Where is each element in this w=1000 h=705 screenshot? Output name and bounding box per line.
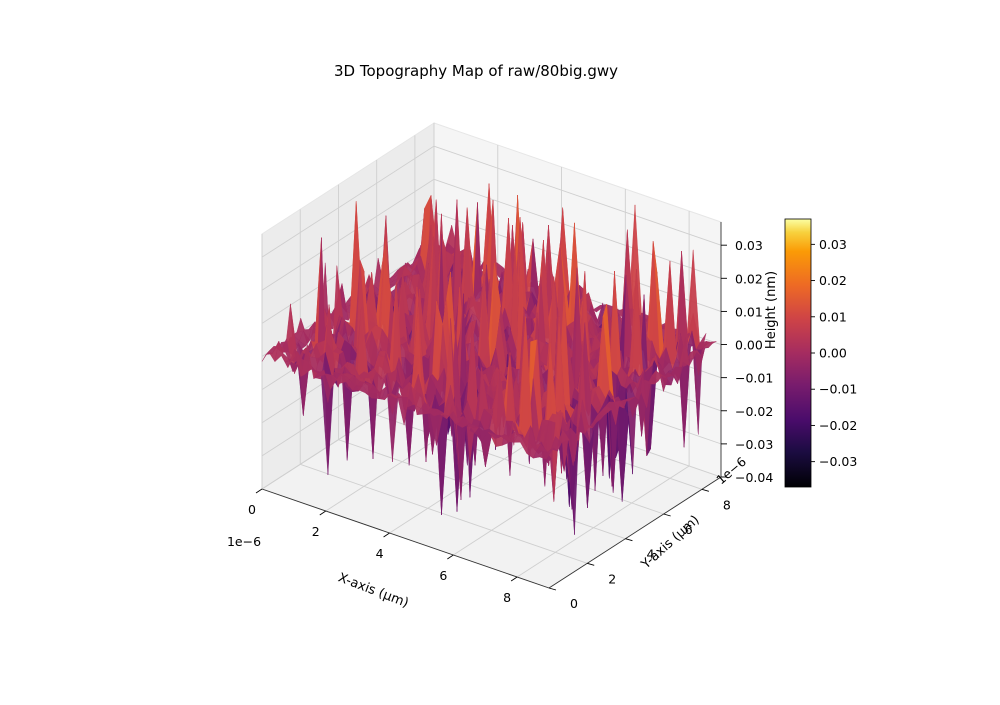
y-tick-label: 4 xyxy=(646,547,654,562)
colorbar-tick-label: 0.03 xyxy=(819,237,847,252)
y-tick-label: 6 xyxy=(685,522,693,537)
colorbar-tick: 0.02 xyxy=(811,273,847,288)
z-tick-label: −0.03 xyxy=(735,437,773,452)
x-tick-label: 4 xyxy=(376,546,384,561)
colorbar-ticks: 0.03 0.02 0.01 0.00 −0.01 −0.02 −0.03 xyxy=(811,237,857,469)
colorbar-tick-label: 0.01 xyxy=(819,309,847,324)
x-tick: 8 xyxy=(503,576,518,605)
y-tick: 8 xyxy=(701,488,731,512)
x-tick: 6 xyxy=(439,554,454,583)
surface-plot xyxy=(261,183,717,535)
surface-facet xyxy=(539,451,551,460)
z-tick: −0.01 xyxy=(721,371,773,386)
z-tick: 0.03 xyxy=(721,238,763,253)
colorbar: 0.03 0.02 0.01 0.00 −0.01 −0.02 −0.03 xyxy=(784,218,857,488)
z-tick: −0.03 xyxy=(721,437,773,452)
y-tick: 6 xyxy=(663,513,693,537)
z-tick-label: −0.04 xyxy=(735,470,773,485)
y-tick-label: 8 xyxy=(723,497,731,512)
z-tick-label: 0.00 xyxy=(735,338,763,353)
x-axis-ticks: 0 2 4 6 8 xyxy=(248,488,518,605)
colorbar-tick-label: −0.02 xyxy=(819,418,857,433)
colorbar-tick: −0.01 xyxy=(811,382,857,397)
x-tick-label: 0 xyxy=(248,502,256,517)
y-axis-ticks: 0 2 4 6 8 xyxy=(548,488,731,611)
y-tick: 4 xyxy=(625,538,654,562)
colorbar-tick-label: 0.02 xyxy=(819,273,847,288)
y-tick: 2 xyxy=(587,562,616,586)
colorbar-tick: −0.03 xyxy=(811,454,857,469)
colorbar-tick: 0.01 xyxy=(811,309,847,324)
colorbar-tick: −0.02 xyxy=(811,418,857,433)
z-tick: 0.00 xyxy=(721,338,763,353)
z-tick-label: −0.01 xyxy=(735,371,773,386)
z-axis-ticks: −0.04 −0.03 −0.02 −0.01 0.00 0.01 0.02 0.03 xyxy=(721,238,773,485)
z-tick-label: 0.01 xyxy=(735,304,763,319)
z-tick-label: −0.02 xyxy=(735,404,773,419)
x-axis-offset-text: 1e−6 xyxy=(227,534,261,549)
colorbar-gradient xyxy=(784,218,812,488)
y-tick-label: 0 xyxy=(570,596,578,611)
x-tick-label: 6 xyxy=(439,568,447,583)
colorbar-tick-label: −0.03 xyxy=(819,454,857,469)
x-tick: 4 xyxy=(376,532,390,561)
colorbar-tick-label: 0.00 xyxy=(819,346,847,361)
x-tick: 2 xyxy=(312,510,327,539)
x-tick-label: 8 xyxy=(503,590,511,605)
x-tick: 0 xyxy=(248,488,263,517)
colorbar-tick-label: −0.01 xyxy=(819,382,857,397)
chart-title: 3D Topography Map of raw/80big.gwy xyxy=(334,62,618,80)
z-axis-label: Height (nm) xyxy=(764,271,779,349)
colorbar-tick: 0.00 xyxy=(811,346,847,361)
colorbar-tick: 0.03 xyxy=(811,237,847,252)
z-tick-label: 0.03 xyxy=(735,238,763,253)
x-tick-label: 2 xyxy=(312,524,320,539)
x-axis-label: X-axis (µm) xyxy=(336,570,411,611)
z-tick: −0.04 xyxy=(721,470,773,485)
y-tick: 0 xyxy=(548,587,578,611)
z-tick: 0.01 xyxy=(721,304,763,319)
z-tick: −0.02 xyxy=(721,404,773,419)
y-tick-label: 2 xyxy=(608,571,616,586)
z-tick: 0.02 xyxy=(721,271,763,286)
z-tick-label: 0.02 xyxy=(735,271,763,286)
